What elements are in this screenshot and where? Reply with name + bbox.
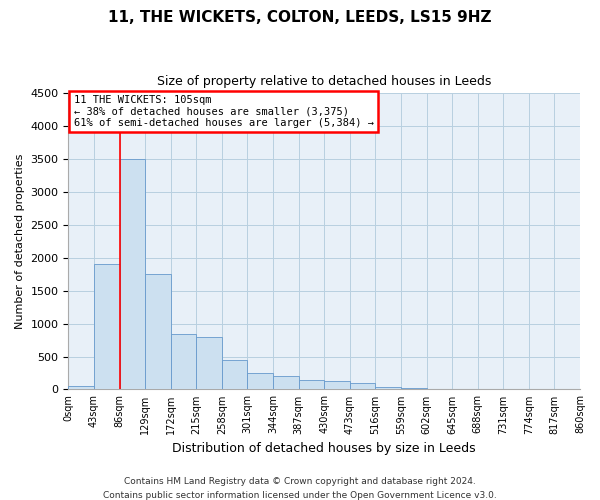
Bar <box>452 389 478 390</box>
Bar <box>401 388 427 390</box>
Bar <box>196 337 222 390</box>
Bar <box>273 376 299 390</box>
Bar <box>145 274 171 390</box>
Bar <box>222 360 247 390</box>
Bar <box>247 373 273 390</box>
Bar <box>94 264 119 390</box>
Bar <box>324 381 350 390</box>
Text: 11, THE WICKETS, COLTON, LEEDS, LS15 9HZ: 11, THE WICKETS, COLTON, LEEDS, LS15 9HZ <box>108 10 492 25</box>
Bar <box>427 389 452 390</box>
Bar <box>376 387 401 390</box>
Bar <box>119 159 145 390</box>
Text: 11 THE WICKETS: 105sqm
← 38% of detached houses are smaller (3,375)
61% of semi-: 11 THE WICKETS: 105sqm ← 38% of detached… <box>74 95 374 128</box>
Bar <box>350 383 376 390</box>
Y-axis label: Number of detached properties: Number of detached properties <box>15 154 25 329</box>
Title: Size of property relative to detached houses in Leeds: Size of property relative to detached ho… <box>157 75 491 88</box>
Text: Contains HM Land Registry data © Crown copyright and database right 2024.
Contai: Contains HM Land Registry data © Crown c… <box>103 478 497 500</box>
Bar <box>299 380 324 390</box>
Bar <box>68 386 94 390</box>
X-axis label: Distribution of detached houses by size in Leeds: Distribution of detached houses by size … <box>172 442 476 455</box>
Bar <box>171 334 196 390</box>
